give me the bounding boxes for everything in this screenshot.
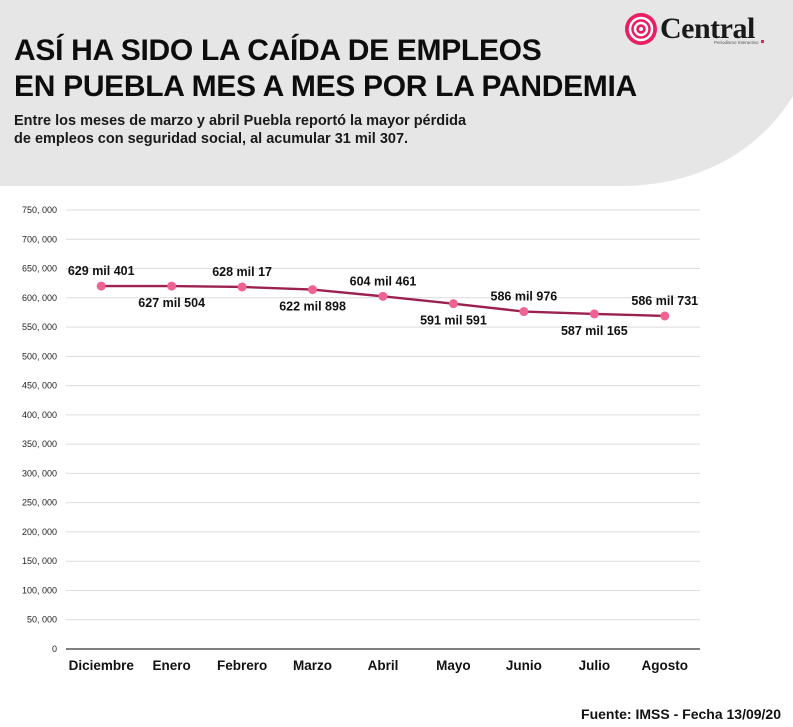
grid-lines <box>66 209 700 650</box>
y-tick-label: 150, 000 <box>22 556 57 566</box>
y-tick-label: 450, 000 <box>22 381 57 391</box>
series-points <box>96 281 670 321</box>
y-tick-label: 250, 000 <box>22 498 57 508</box>
data-point <box>519 307 529 317</box>
y-tick-label: 700, 000 <box>22 234 57 244</box>
source-note: Fuente: IMSS - Fecha 13/09/20 <box>581 706 781 722</box>
x-tick-label: Febrero <box>217 658 267 673</box>
data-point <box>448 299 458 309</box>
data-label: 587 mil 165 <box>561 324 628 338</box>
data-point <box>308 285 318 295</box>
x-tick-label: Diciembre <box>69 658 135 673</box>
y-tick-label: 600, 000 <box>22 293 57 303</box>
y-tick-label: 550, 000 <box>22 322 57 332</box>
chart-subtitle-line-2: de empleos con seguridad social, al acum… <box>14 131 409 147</box>
line-chart: 0 50, 000 100, 000 150, 000 200, 000 250, 000… <box>22 205 700 673</box>
x-tick-label: Marzo <box>293 658 332 673</box>
y-tick-label: 300, 000 <box>22 468 57 478</box>
logo-wordmark: Central <box>660 12 755 45</box>
y-tick-label: 500, 000 <box>22 351 57 361</box>
x-tick-label: Enero <box>153 658 191 673</box>
data-label: 622 mil 898 <box>279 300 346 314</box>
y-tick-label: 750, 000 <box>22 205 57 215</box>
x-tick-label: Abril <box>368 658 399 673</box>
data-label: 586 mil 731 <box>631 294 698 308</box>
y-axis-ticks: 0 50, 000 100, 000 150, 000 200, 000 250, 000… <box>22 205 57 654</box>
data-point <box>660 311 670 321</box>
central-logo: Central Periodismo Interactivo <box>624 10 774 48</box>
x-axis-ticks: Diciembre Enero Febrero Marzo Abril Mayo Junio… <box>69 658 688 673</box>
data-labels: 629 mil 401 627 mil 504 628 mil 17 622 mil … <box>68 264 698 338</box>
chart-title-line-2: EN PUEBLA MES A MES POR LA PANDEMIA <box>14 70 637 103</box>
central-logo-icon <box>625 13 657 45</box>
data-point <box>378 291 388 301</box>
data-label: 591 mil 591 <box>420 314 487 328</box>
chart-subtitle-line-1: Entre los meses de marzo y abril Puebla … <box>14 113 467 129</box>
data-label: 586 mil 976 <box>491 290 558 304</box>
x-tick-label: Mayo <box>436 658 471 673</box>
x-tick-label: Julio <box>579 658 611 673</box>
x-tick-label: Agosto <box>642 658 689 673</box>
y-tick-label: 400, 000 <box>22 410 57 420</box>
y-tick-label: 0 <box>52 644 57 654</box>
data-label: 604 mil 461 <box>350 274 417 288</box>
data-label: 629 mil 401 <box>68 264 135 278</box>
data-point <box>237 282 247 292</box>
y-tick-label: 650, 000 <box>22 264 57 274</box>
data-label: 627 mil 504 <box>138 296 205 310</box>
header-background <box>0 0 793 186</box>
logo-accent-dot <box>761 40 764 43</box>
data-point <box>167 281 177 291</box>
logo-tagline: Periodismo Interactivo <box>714 40 759 45</box>
chart-title-line-1: ASÍ HA SIDO LA CAÍDA DE EMPLEOS <box>14 34 542 67</box>
data-label: 628 mil 17 <box>212 265 272 279</box>
y-tick-label: 50, 000 <box>27 615 57 625</box>
data-point <box>589 309 599 319</box>
x-tick-label: Junio <box>506 658 542 673</box>
y-tick-label: 100, 000 <box>22 585 57 595</box>
y-tick-label: 350, 000 <box>22 439 57 449</box>
data-point <box>96 281 106 291</box>
y-tick-label: 200, 000 <box>22 527 57 537</box>
